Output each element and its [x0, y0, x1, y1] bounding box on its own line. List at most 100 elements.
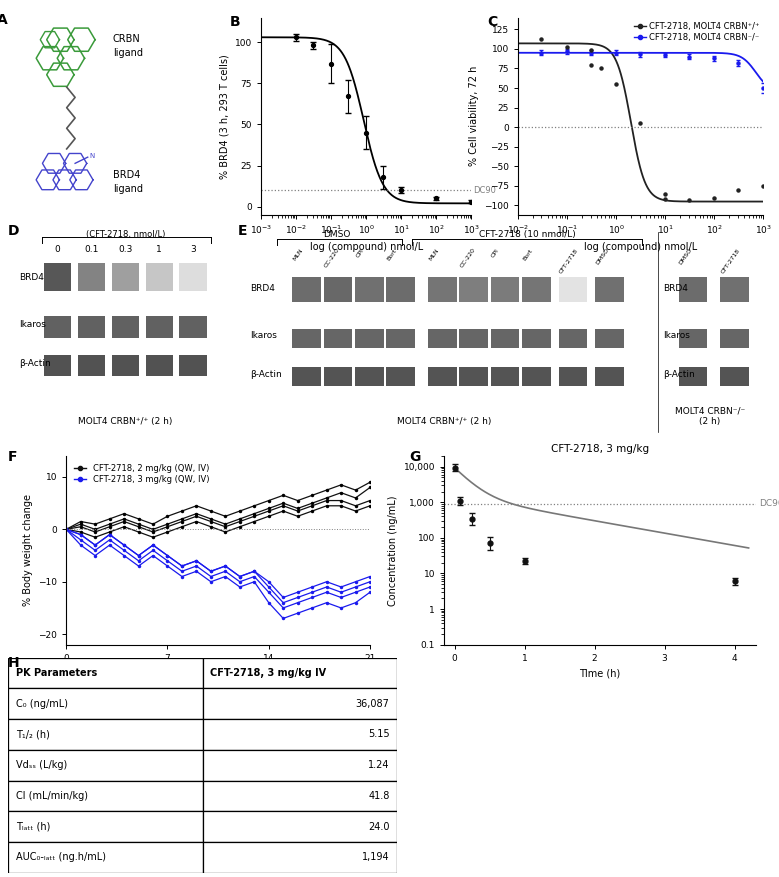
Text: CC-220: CC-220 [460, 247, 477, 269]
Text: 0.3: 0.3 [118, 246, 132, 254]
Text: CRBN: CRBN [113, 33, 141, 44]
Text: CFT-2718 (10 nmol/L): CFT-2718 (10 nmol/L) [479, 230, 576, 239]
Bar [491, 367, 520, 386]
Bar [78, 355, 105, 376]
Text: N: N [90, 153, 95, 159]
Bar [8, 750, 203, 781]
Text: CPI: CPI [355, 247, 365, 259]
Text: Bort: Bort [386, 247, 398, 261]
Text: 0.1: 0.1 [84, 246, 99, 254]
Text: MLN: MLN [428, 247, 440, 261]
Text: D: D [8, 224, 19, 238]
Text: Tₗₐₜₜ (h): Tₗₐₜₜ (h) [16, 822, 50, 831]
Bar [111, 263, 139, 291]
Bar [721, 329, 749, 348]
Bar [721, 367, 749, 386]
Bar [595, 367, 624, 386]
Bar [111, 316, 139, 338]
Text: DMSO: DMSO [323, 230, 351, 239]
Text: Ikaros: Ikaros [663, 331, 689, 340]
Bar [522, 329, 551, 348]
Bar [428, 329, 456, 348]
Text: BRD4: BRD4 [113, 169, 140, 180]
Text: 5.15: 5.15 [368, 730, 390, 739]
Bar [8, 811, 203, 842]
Bar [146, 263, 173, 291]
Text: 0: 0 [55, 246, 60, 254]
Bar [146, 355, 173, 376]
Bar [428, 367, 456, 386]
Y-axis label: % BRD4 (3 h, 293 T cells): % BRD4 (3 h, 293 T cells) [219, 53, 229, 179]
Text: T₁/₂ (h): T₁/₂ (h) [16, 730, 49, 739]
Bar [355, 367, 384, 386]
Bar [44, 316, 71, 338]
Text: B: B [230, 15, 241, 29]
Text: CFT-2718: CFT-2718 [721, 247, 741, 275]
Bar [203, 719, 397, 750]
Text: DC90: DC90 [473, 186, 495, 195]
X-axis label: Days of treatment: Days of treatment [174, 668, 263, 678]
Text: MOLT4 CRBN⁺/⁺ (2 h): MOLT4 CRBN⁺/⁺ (2 h) [78, 417, 172, 425]
Text: DC90: DC90 [759, 499, 779, 509]
Text: β-Actin: β-Actin [663, 369, 695, 379]
Bar [679, 329, 707, 348]
Text: F: F [8, 450, 17, 464]
Y-axis label: % Cell viability, 72 h: % Cell viability, 72 h [469, 66, 479, 167]
Bar [386, 277, 415, 303]
Text: 41.8: 41.8 [368, 791, 390, 801]
Text: ligand: ligand [113, 48, 143, 58]
Text: BRD4: BRD4 [663, 283, 688, 293]
Bar [203, 688, 397, 719]
Text: 36,087: 36,087 [356, 699, 390, 709]
X-axis label: log (compound) nmol/L: log (compound) nmol/L [584, 242, 697, 252]
Bar [8, 842, 203, 873]
Bar [355, 329, 384, 348]
Text: Ikaros: Ikaros [19, 320, 46, 329]
Text: BRD4: BRD4 [19, 273, 44, 282]
Bar [292, 277, 321, 303]
Bar [203, 811, 397, 842]
Text: C: C [487, 15, 497, 29]
Bar [203, 658, 397, 688]
Text: H: H [8, 656, 19, 670]
X-axis label: TIme (h): TIme (h) [580, 668, 620, 678]
Text: ligand: ligand [113, 184, 143, 194]
Text: CFT-2718: CFT-2718 [559, 247, 580, 275]
Bar [595, 277, 624, 303]
Legend: CFT-2718, 2 mg/kg (QW, IV), CFT-2718, 3 mg/kg (QW, IV): CFT-2718, 2 mg/kg (QW, IV), CFT-2718, 3 … [70, 460, 213, 488]
Title: CFT-2718, 3 mg/kg: CFT-2718, 3 mg/kg [551, 444, 649, 454]
Text: DMSO: DMSO [679, 247, 693, 266]
Text: C₀ (ng/mL): C₀ (ng/mL) [16, 699, 68, 709]
Bar [721, 277, 749, 303]
Bar [522, 367, 551, 386]
Text: AUC₀-ₗₐₜₜ (ng.h/mL): AUC₀-ₗₐₜₜ (ng.h/mL) [16, 852, 106, 862]
Bar [203, 842, 397, 873]
Bar [8, 719, 203, 750]
Text: Ikaros: Ikaros [251, 331, 277, 340]
Bar [386, 329, 415, 348]
Bar [355, 277, 384, 303]
Bar [203, 750, 397, 781]
Text: BRD4: BRD4 [251, 283, 276, 293]
Text: 1.24: 1.24 [368, 760, 390, 770]
Bar [428, 277, 456, 303]
Bar [323, 277, 352, 303]
Bar [559, 277, 587, 303]
Text: CC-220: CC-220 [323, 247, 341, 269]
Bar [78, 263, 105, 291]
Bar [179, 355, 206, 376]
Text: (CFT-2718, nmol/L): (CFT-2718, nmol/L) [86, 230, 165, 239]
Text: 1: 1 [157, 246, 162, 254]
Text: 1,194: 1,194 [362, 852, 390, 862]
Text: 24.0: 24.0 [368, 822, 390, 831]
Text: β-Actin: β-Actin [251, 369, 282, 379]
Bar [8, 658, 203, 688]
Bar [323, 367, 352, 386]
Bar [111, 355, 139, 376]
Text: 3: 3 [190, 246, 196, 254]
Text: MOLT4 CRBN⁺/⁺ (2 h): MOLT4 CRBN⁺/⁺ (2 h) [397, 417, 491, 425]
Bar [595, 329, 624, 348]
Bar [44, 263, 71, 291]
Text: CFT-2718, 3 mg/kg IV: CFT-2718, 3 mg/kg IV [210, 668, 326, 678]
Text: CPI: CPI [491, 247, 500, 259]
